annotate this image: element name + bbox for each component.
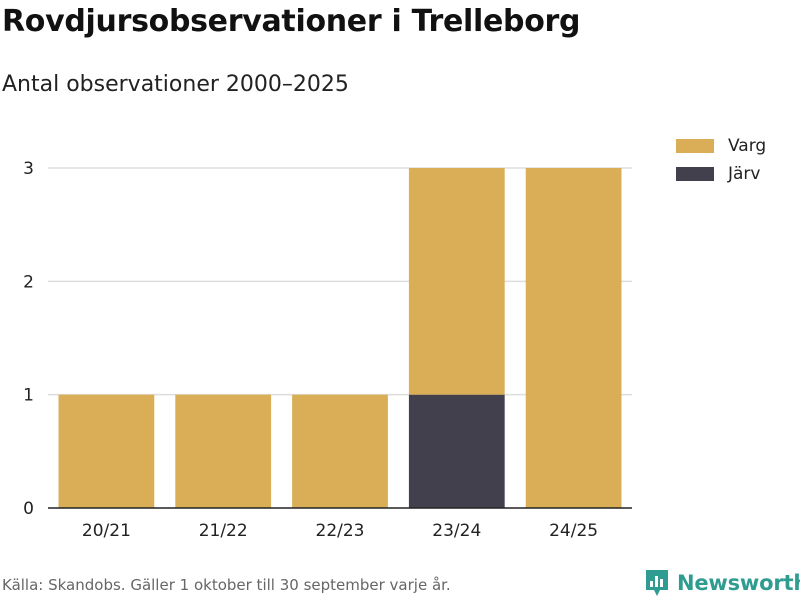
bar-varg-24-25 <box>525 168 622 508</box>
bar-varg-22-23 <box>292 394 388 508</box>
chart-legend: Varg Järv <box>676 132 766 188</box>
bar-varg-23-24 <box>408 168 505 395</box>
source-note: Källa: Skandobs. Gäller 1 oktober till 3… <box>2 576 451 594</box>
newsworthy-logo-icon <box>646 570 668 596</box>
y-tick-label-3: 3 <box>23 159 34 179</box>
bar-varg-20-21 <box>58 394 155 508</box>
legend-swatch-varg <box>676 139 714 153</box>
x-tick-label-23-24: 23/24 <box>432 521 481 541</box>
legend-label-varg: Varg <box>728 136 767 156</box>
x-tick-label-24-25: 24/25 <box>549 521 598 541</box>
chart-subtitle: Antal observationer 2000–2025 <box>2 72 349 97</box>
legend-item-varg: Varg <box>676 132 766 160</box>
x-tick-label-21-22: 21/22 <box>199 521 248 541</box>
legend-label-jarv: Järv <box>728 164 761 184</box>
brand-name: Newsworthy <box>677 571 800 595</box>
y-tick-label-2: 2 <box>23 272 34 292</box>
x-tick-label-20-21: 20/21 <box>82 521 131 541</box>
x-tick-label-22-23: 22/23 <box>316 521 365 541</box>
y-tick-label-0: 0 <box>23 499 34 519</box>
chart-title: Rovdjursobservationer i Trelleborg <box>2 4 581 39</box>
legend-item-jarv: Järv <box>676 160 766 188</box>
y-tick-label-1: 1 <box>23 386 34 406</box>
bar-jrv-23-24 <box>408 394 505 508</box>
legend-swatch-jarv <box>676 167 714 181</box>
bar-varg-21-22 <box>175 394 272 508</box>
brand-logo-link[interactable]: Newsworthy <box>644 568 800 598</box>
